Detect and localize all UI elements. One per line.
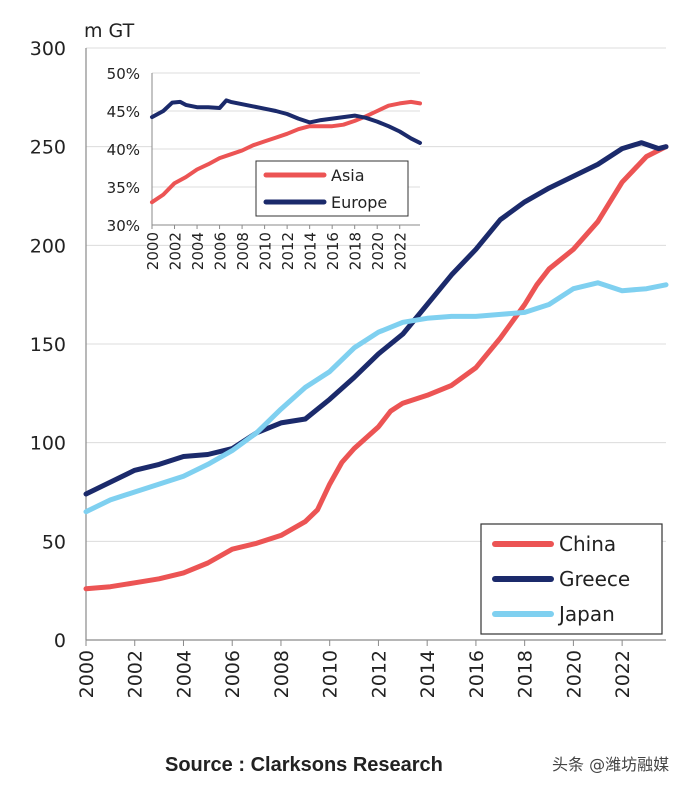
legend-label-greece: Greece <box>559 567 630 591</box>
inset-y-tick-label: 30% <box>107 217 140 235</box>
inset-y-tick-label: 45% <box>107 103 140 121</box>
legend-label-china: China <box>559 532 616 556</box>
series-line-china <box>83 144 669 592</box>
main-legend: China Greece Japan <box>480 523 663 635</box>
inset-series-line-asia <box>150 99 422 205</box>
y-tick-label: 150 <box>30 334 66 356</box>
x-tick-label: 2006 <box>222 650 244 698</box>
y-tick-label: 50 <box>42 531 66 553</box>
inset-legend-box <box>255 160 409 217</box>
inset-x-tick-label: 2008 <box>234 232 252 270</box>
inset-x-tick-label: 2000 <box>144 232 162 270</box>
inset-x-tick-label: 2004 <box>189 232 207 270</box>
inset-x-tick-label: 2002 <box>167 232 185 270</box>
x-tick-label: 2012 <box>368 650 390 698</box>
y-tick-label: 0 <box>54 630 66 652</box>
legend-label-japan: Japan <box>557 602 615 626</box>
inset-axes <box>151 73 420 229</box>
inset-x-tick-label: 2020 <box>369 232 387 270</box>
source-label: Source : Clarksons Research <box>165 754 443 776</box>
inset-legend-label-asia: Asia <box>331 166 365 185</box>
inset-x-tick-label: 2016 <box>324 232 342 270</box>
series-line-greece <box>83 140 669 497</box>
inset-series-line-europe <box>150 98 422 145</box>
inset-x-tick-label: 2014 <box>302 232 320 270</box>
y-tick-label: 250 <box>30 137 66 159</box>
x-tick-label: 2020 <box>563 650 585 698</box>
inset-x-tick-label: 2010 <box>257 232 275 270</box>
inset-x-tick-label: 2006 <box>212 232 230 270</box>
x-tick-label: 2022 <box>612 650 634 698</box>
inset-x-tick-label: 2022 <box>392 232 410 270</box>
watermark: 头条 @潍坊融媒 <box>552 755 669 774</box>
inset-legend: Asia Europe <box>255 160 409 217</box>
x-tick-label: 2014 <box>417 650 439 698</box>
x-tick-label: 2018 <box>515 650 537 698</box>
inset-x-tick-label: 2012 <box>279 232 297 270</box>
series-line-japan <box>83 280 669 515</box>
y-tick-label: 100 <box>30 433 66 455</box>
x-tick-label: 2000 <box>76 650 98 698</box>
x-tick-label: 2008 <box>271 650 293 698</box>
x-tick-label: 2010 <box>320 650 342 698</box>
x-tick-label: 2016 <box>466 650 488 698</box>
inset-chart: 30%35%40%45%50%2000 2002 2004 2006 2008 2010 2… <box>107 65 422 270</box>
y-axis-unit-label: m GT <box>84 20 135 42</box>
main-series <box>83 140 669 592</box>
inset-legend-label-europe: Europe <box>331 193 387 212</box>
inset-y-tick-label: 40% <box>107 141 140 159</box>
inset-y-tick-label: 35% <box>107 179 140 197</box>
x-tick-label: 2004 <box>173 650 195 698</box>
inset-tick-labels: 30%35%40%45%50%2000 2002 2004 2006 2008 2010 2… <box>107 65 410 270</box>
inset-series <box>150 98 422 205</box>
y-tick-label: 200 <box>30 235 66 257</box>
inset-y-tick-label: 50% <box>107 65 140 83</box>
x-tick-label: 2002 <box>125 650 147 698</box>
main-axes <box>85 48 666 646</box>
y-tick-label: 300 <box>30 38 66 60</box>
inset-x-tick-label: 2018 <box>347 232 365 270</box>
